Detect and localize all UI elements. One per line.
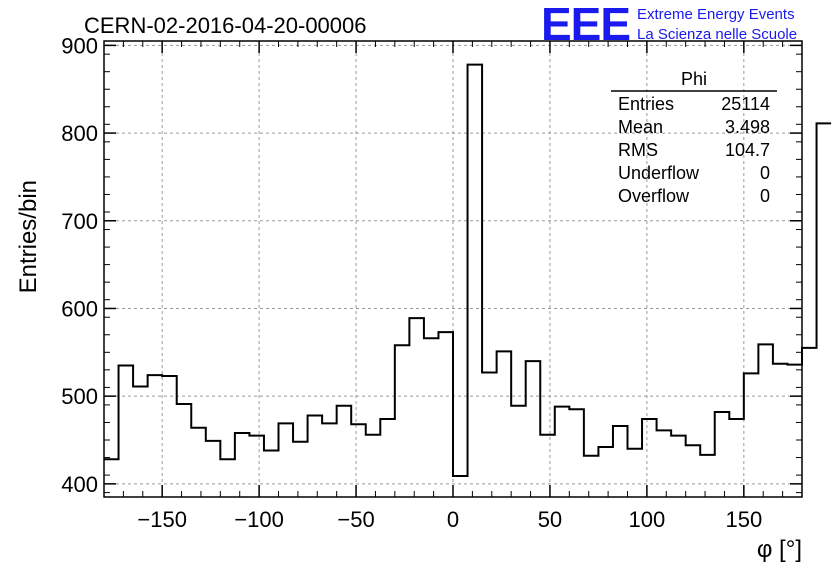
stats-row-label: Overflow	[618, 186, 690, 206]
histogram-bin	[671, 436, 686, 497]
histogram-bin	[700, 455, 715, 497]
histogram-bin	[468, 65, 483, 497]
histogram-outline	[104, 63, 832, 477]
eee-logo-line2: La Scienza nelle Scuole	[637, 26, 797, 43]
x-axis-label: φ [°]	[757, 536, 802, 563]
stats-row-label: Underflow	[618, 163, 700, 183]
histogram-bin	[628, 449, 643, 497]
x-tick-label: 50	[538, 507, 562, 532]
histogram-bin	[686, 445, 701, 497]
y-tick-label: 600	[61, 296, 98, 321]
histogram-bin	[540, 435, 555, 497]
histogram-bin	[438, 332, 453, 497]
stats-row-value: 104.7	[725, 140, 770, 160]
histogram-bin	[162, 376, 177, 497]
eee-logo-line1: Extreme Energy Events	[637, 6, 795, 23]
histogram-bin	[351, 424, 366, 497]
stats-title: Phi	[681, 69, 707, 89]
histogram-bin	[191, 428, 206, 497]
histogram-bin	[802, 348, 817, 497]
y-tick-label: 400	[61, 472, 98, 497]
eee-logo-mark: EEE	[541, 0, 630, 50]
histogram-bin	[482, 372, 497, 497]
histogram-bin	[453, 476, 468, 497]
histogram-bin	[293, 442, 308, 497]
x-tick-label: 0	[447, 507, 459, 532]
x-tick-label: −100	[234, 507, 284, 532]
stats-row-value: 0	[760, 186, 770, 206]
histogram-bin	[119, 365, 134, 497]
y-tick-label: 800	[61, 121, 98, 146]
stats-row-value: 0	[760, 163, 770, 183]
histogram-bin	[409, 318, 424, 497]
axis-ticks	[103, 41, 803, 497]
stats-row-label: RMS	[618, 140, 658, 160]
stats-row-label: Entries	[618, 94, 674, 114]
y-tick-label: 500	[61, 384, 98, 409]
histogram-bin	[657, 430, 672, 497]
histogram-bin	[264, 451, 279, 497]
stats-row-label: Mean	[618, 117, 663, 137]
stats-row-value: 25114	[721, 94, 770, 114]
histogram-bin	[744, 373, 759, 497]
histogram-bin	[729, 419, 744, 497]
histogram-bin	[613, 426, 628, 497]
stats-row: RMS 104.7	[618, 140, 770, 160]
histogram-bin	[642, 419, 657, 497]
x-tick-label: 100	[629, 507, 666, 532]
histogram-series	[104, 63, 832, 497]
y-tick-label: 700	[61, 209, 98, 234]
histogram-bin	[148, 375, 163, 497]
histogram-bin	[395, 345, 410, 497]
histogram-bin	[569, 409, 584, 497]
eee-logo: EEE Extreme Energy Events La Scienza nel…	[541, 0, 797, 50]
x-tick-label: −150	[137, 507, 187, 532]
histogram-bin	[497, 351, 512, 497]
histogram-bin	[758, 344, 773, 497]
histogram-bin	[133, 387, 148, 497]
histogram-bin	[424, 338, 439, 497]
histogram-bin	[249, 436, 264, 497]
x-tick-label: 150	[725, 507, 762, 532]
histogram-bin	[104, 459, 119, 497]
histogram-bin	[206, 441, 221, 497]
histogram-bin	[787, 365, 802, 497]
chart-title: CERN-02-2016-04-20-00006	[84, 13, 367, 38]
histogram-bin	[511, 406, 526, 497]
histogram-bin	[773, 364, 788, 497]
histogram-bin	[322, 423, 337, 497]
histogram-bin	[177, 404, 192, 497]
stats-box: Phi Entries 25114 Mean 3.498 RMS 104.7 Underfl…	[611, 69, 777, 206]
histogram-bin	[584, 456, 599, 497]
histogram-bin	[817, 123, 832, 497]
histogram-bin	[526, 361, 541, 497]
stats-row-value: 3.498	[725, 117, 770, 137]
tick-labels: −150 −100 −50 0 50 100 150 400 500 600 700 800 900	[61, 33, 762, 532]
histogram-bin	[308, 415, 323, 497]
histogram-bin	[220, 459, 235, 497]
histogram-bin	[366, 435, 381, 497]
stats-row: Entries 25114	[618, 94, 770, 114]
histogram-bin	[598, 447, 613, 497]
histogram-bin	[279, 423, 294, 497]
stats-row: Overflow 0	[618, 186, 770, 206]
histogram-bin	[235, 433, 250, 497]
stats-row: Mean 3.498	[618, 117, 770, 137]
x-tick-label: −50	[337, 507, 374, 532]
histogram-bin	[380, 419, 395, 497]
stats-row: Underflow 0	[618, 163, 770, 183]
histogram-bin	[337, 406, 352, 497]
y-axis-label: Entries/bin	[15, 180, 42, 293]
y-tick-label: 900	[61, 33, 98, 58]
